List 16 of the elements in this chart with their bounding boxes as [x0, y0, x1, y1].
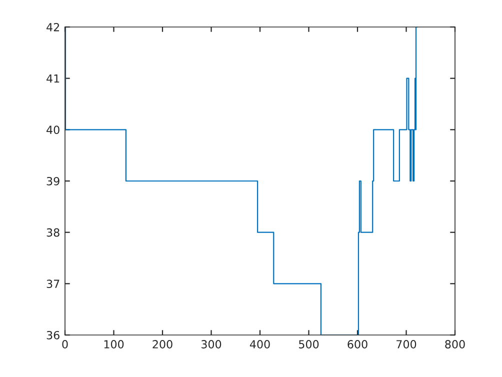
x-tick-label: 500 — [299, 340, 319, 348]
y-tick-label: 42 — [46, 22, 60, 32]
x-tick-label: 0 — [62, 340, 68, 348]
y-tick-label: 38 — [46, 228, 60, 237]
y-tick-label: 39 — [46, 176, 60, 186]
y-tick-label: 41 — [46, 74, 60, 83]
y-tick-label: 40 — [46, 126, 60, 134]
x-tick-label: 100 — [104, 340, 124, 348]
x-tick-label: 700 — [396, 340, 416, 348]
x-tick-label: 800 — [445, 340, 465, 348]
y-tick-label: 36 — [46, 330, 60, 340]
x-tick-label: 400 — [250, 340, 270, 348]
x-tick-label: 600 — [348, 340, 368, 348]
y-tick-label: 37 — [46, 280, 60, 288]
x-tick-label: 200 — [152, 340, 172, 348]
x-tick-label: 300 — [201, 340, 222, 348]
